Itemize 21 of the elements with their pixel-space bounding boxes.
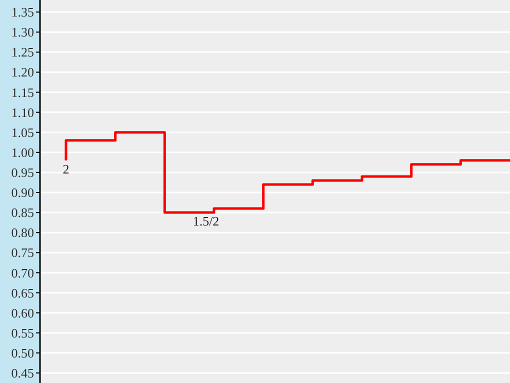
y-tick-label: 1.25 xyxy=(11,44,34,60)
y-tick-label: 0.65 xyxy=(11,285,34,300)
y-tick-label: 1.15 xyxy=(11,84,34,100)
y-tick-label: 0.70 xyxy=(11,265,34,280)
y-tick-label: 0.50 xyxy=(11,345,34,360)
y-tick-label: 0.55 xyxy=(11,325,34,340)
y-tick-label: 1.35 xyxy=(11,4,34,20)
y-tick-label: 0.80 xyxy=(11,225,34,240)
annotation: 1.5/2 xyxy=(192,214,220,229)
y-tick-label: 0.75 xyxy=(11,245,34,260)
y-tick-label: 1.30 xyxy=(11,24,34,40)
y-tick-label: 0.60 xyxy=(11,305,34,320)
y-tick-label: 1.00 xyxy=(11,144,34,160)
y-tick-label: 0.45 xyxy=(11,366,34,381)
y-tick-label: 1.20 xyxy=(11,64,34,80)
y-tick-label: 1.10 xyxy=(11,104,34,120)
y-tick-label: 0.95 xyxy=(11,165,34,180)
y-tick-label: 0.90 xyxy=(11,185,34,200)
annotation: 2 xyxy=(62,161,70,176)
y-tick-label: 0.85 xyxy=(11,205,34,220)
y-tick-label: 1.05 xyxy=(11,124,34,140)
